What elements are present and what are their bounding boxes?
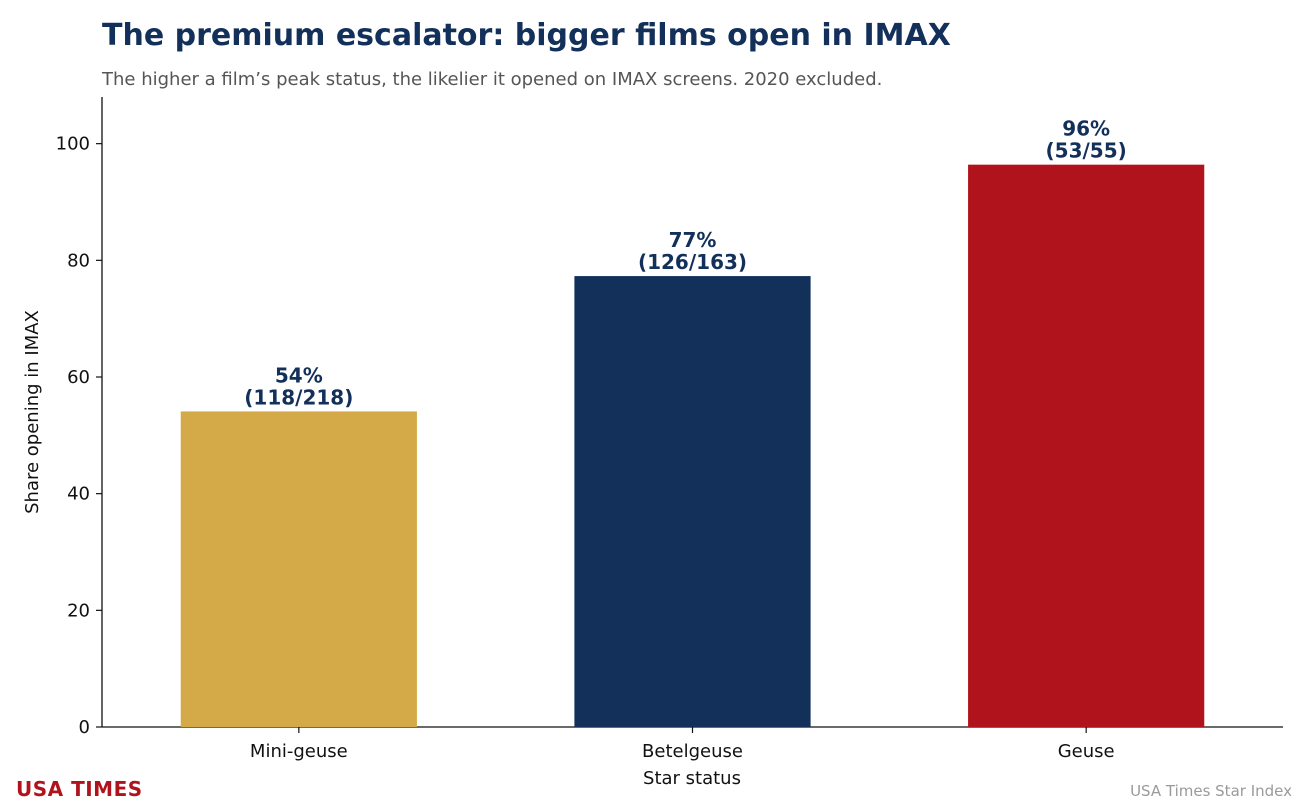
y-tick-label: 100 — [56, 134, 90, 155]
x-tick-label: Mini-geuse — [250, 741, 348, 762]
source-note: USA Times Star Index — [1130, 782, 1292, 800]
data-label: 96% (53/55) — [1046, 117, 1127, 163]
y-tick-label: 20 — [67, 600, 90, 621]
publisher-logo: USA TIMES — [16, 777, 143, 801]
y-tick-label: 60 — [67, 367, 90, 388]
x-axis-title: Star status — [643, 768, 741, 789]
x-tick-label: Geuse — [1058, 741, 1115, 762]
y-tick-label: 40 — [67, 484, 90, 505]
chart-subtitle: The higher a film’s peak status, the lik… — [101, 69, 882, 90]
plot-area: 0 20 40 60 80 100 Mini-geuse 54% (118/218) Betelg… — [56, 97, 1283, 762]
data-label: 54% (118/218) — [244, 363, 353, 409]
bar — [968, 164, 1205, 727]
x-tick-label: Betelgeuse — [642, 741, 743, 762]
data-label: 77% (126/163) — [638, 228, 747, 274]
y-tick-label: 0 — [79, 717, 90, 738]
bar — [180, 411, 417, 727]
chart-title: The premium escalator: bigger films open… — [102, 18, 951, 53]
bar — [574, 276, 811, 727]
y-tick-label: 80 — [67, 250, 90, 271]
y-axis-title: Share opening in IMAX — [22, 310, 43, 514]
